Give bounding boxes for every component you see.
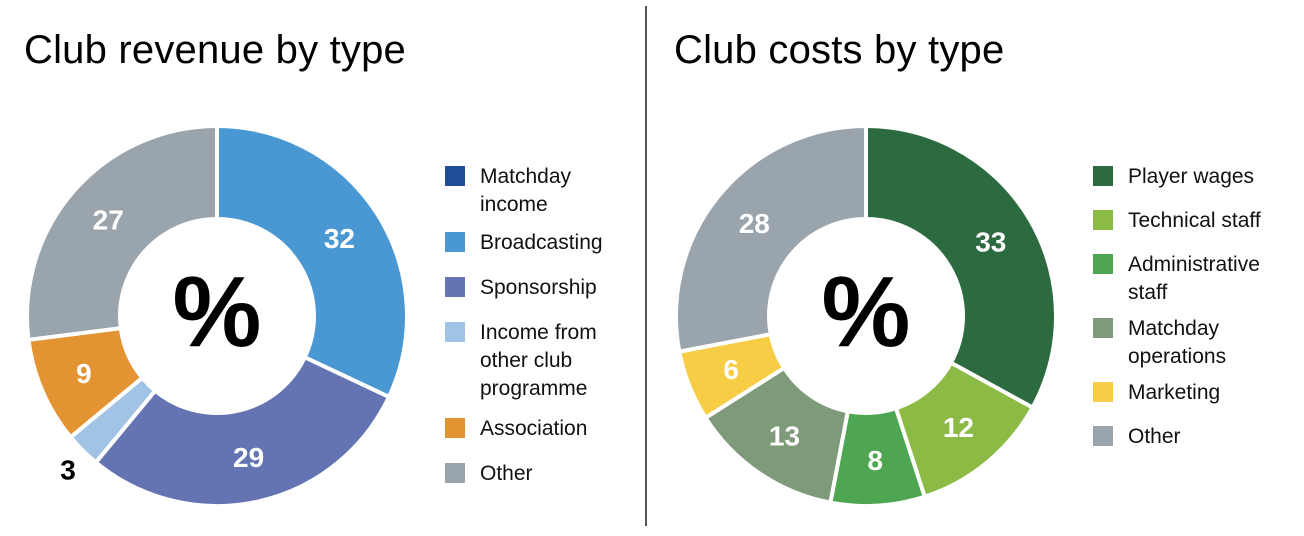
legend-item-administrative-staff: Administrative staff — [1093, 251, 1293, 307]
legend-label: Association — [480, 417, 588, 440]
center-percent-label: % — [822, 256, 911, 368]
data-label-other: 27 — [93, 205, 124, 236]
data-label-matchday-operations: 13 — [769, 420, 800, 451]
data-label-technical-staff: 12 — [943, 412, 974, 443]
panel-divider — [645, 6, 647, 526]
legend-label: Administrative staff — [1128, 253, 1260, 304]
legend-label: Technical staff — [1128, 209, 1261, 232]
donut-slices — [674, 124, 1058, 508]
legend-swatch — [445, 463, 465, 483]
legend-swatch — [445, 277, 465, 297]
legend-item-other: Other — [1093, 423, 1293, 451]
legend-item-association: Association — [445, 415, 645, 443]
legend-swatch — [1093, 210, 1113, 230]
legend-item-sponsorship: Sponsorship — [445, 274, 645, 302]
revenue-chart-panel: Club revenue by type 32 29 3 9 27% Matchday … — [0, 0, 640, 536]
costs-chart-title: Club costs by type — [674, 28, 1005, 72]
data-label-broadcasting: 32 — [324, 223, 355, 254]
legend-swatch — [445, 418, 465, 438]
slice-player-wages — [864, 124, 1058, 410]
costs-chart-panel: Club costs by type 33 12 8 13 6 28% Player wa… — [650, 0, 1290, 536]
legend-swatch — [1093, 382, 1113, 402]
legend-swatch — [1093, 426, 1113, 446]
revenue-donut-chart: 32 29 3 9 27% — [25, 124, 409, 508]
legend-item-matchday-income: Matchday income — [445, 163, 645, 219]
legend-label: Matchday operations — [1128, 317, 1227, 368]
revenue-chart-title: Club revenue by type — [24, 28, 407, 72]
legend-swatch — [445, 322, 465, 342]
legend-label: Player wages — [1128, 165, 1255, 188]
legend-label: Matchday income — [480, 165, 572, 216]
legend-swatch — [1093, 318, 1113, 338]
legend-item-other: Other — [445, 460, 645, 488]
data-labels: 32 29 3 9 27 — [60, 205, 355, 486]
legend-item-income-from-other-club-programme: Income from other club programme — [445, 319, 645, 403]
legend-label: Marketing — [1128, 381, 1221, 404]
legend-label: Broadcasting — [480, 231, 603, 254]
center-percent-label: % — [173, 256, 262, 368]
data-label-other: 28 — [739, 208, 770, 239]
slice-other — [25, 124, 219, 342]
costs-donut-chart: 33 12 8 13 6 28% — [674, 124, 1058, 508]
slice-other — [674, 124, 868, 354]
legend-label: Income from other club programme — [480, 321, 597, 400]
legend-label: Other — [480, 462, 533, 485]
legend-label: Sponsorship — [480, 276, 597, 299]
legend-item-marketing: Marketing — [1093, 379, 1293, 407]
slice-broadcasting — [215, 124, 409, 399]
data-label-player-wages: 33 — [975, 227, 1006, 258]
legend-item-matchday-operations: Matchday operations — [1093, 315, 1293, 371]
donut-slices — [25, 124, 409, 508]
data-labels: 33 12 8 13 6 28 — [723, 208, 1006, 476]
legend-swatch — [1093, 166, 1113, 186]
data-label-marketing: 6 — [723, 354, 739, 385]
data-label-administrative-staff: 8 — [867, 445, 883, 476]
data-label-association: 9 — [76, 358, 92, 389]
data-label-income-from-other-club-programme: 3 — [60, 455, 76, 486]
legend-swatch — [445, 232, 465, 252]
legend-item-technical-staff: Technical staff — [1093, 207, 1293, 235]
legend-label: Other — [1128, 425, 1181, 448]
data-label-sponsorship: 29 — [233, 442, 264, 473]
slice-sponsorship — [93, 355, 391, 508]
legend-item-player-wages: Player wages — [1093, 163, 1293, 191]
legend-swatch — [1093, 254, 1113, 274]
legend-swatch — [445, 166, 465, 186]
legend-item-broadcasting: Broadcasting — [445, 229, 645, 257]
